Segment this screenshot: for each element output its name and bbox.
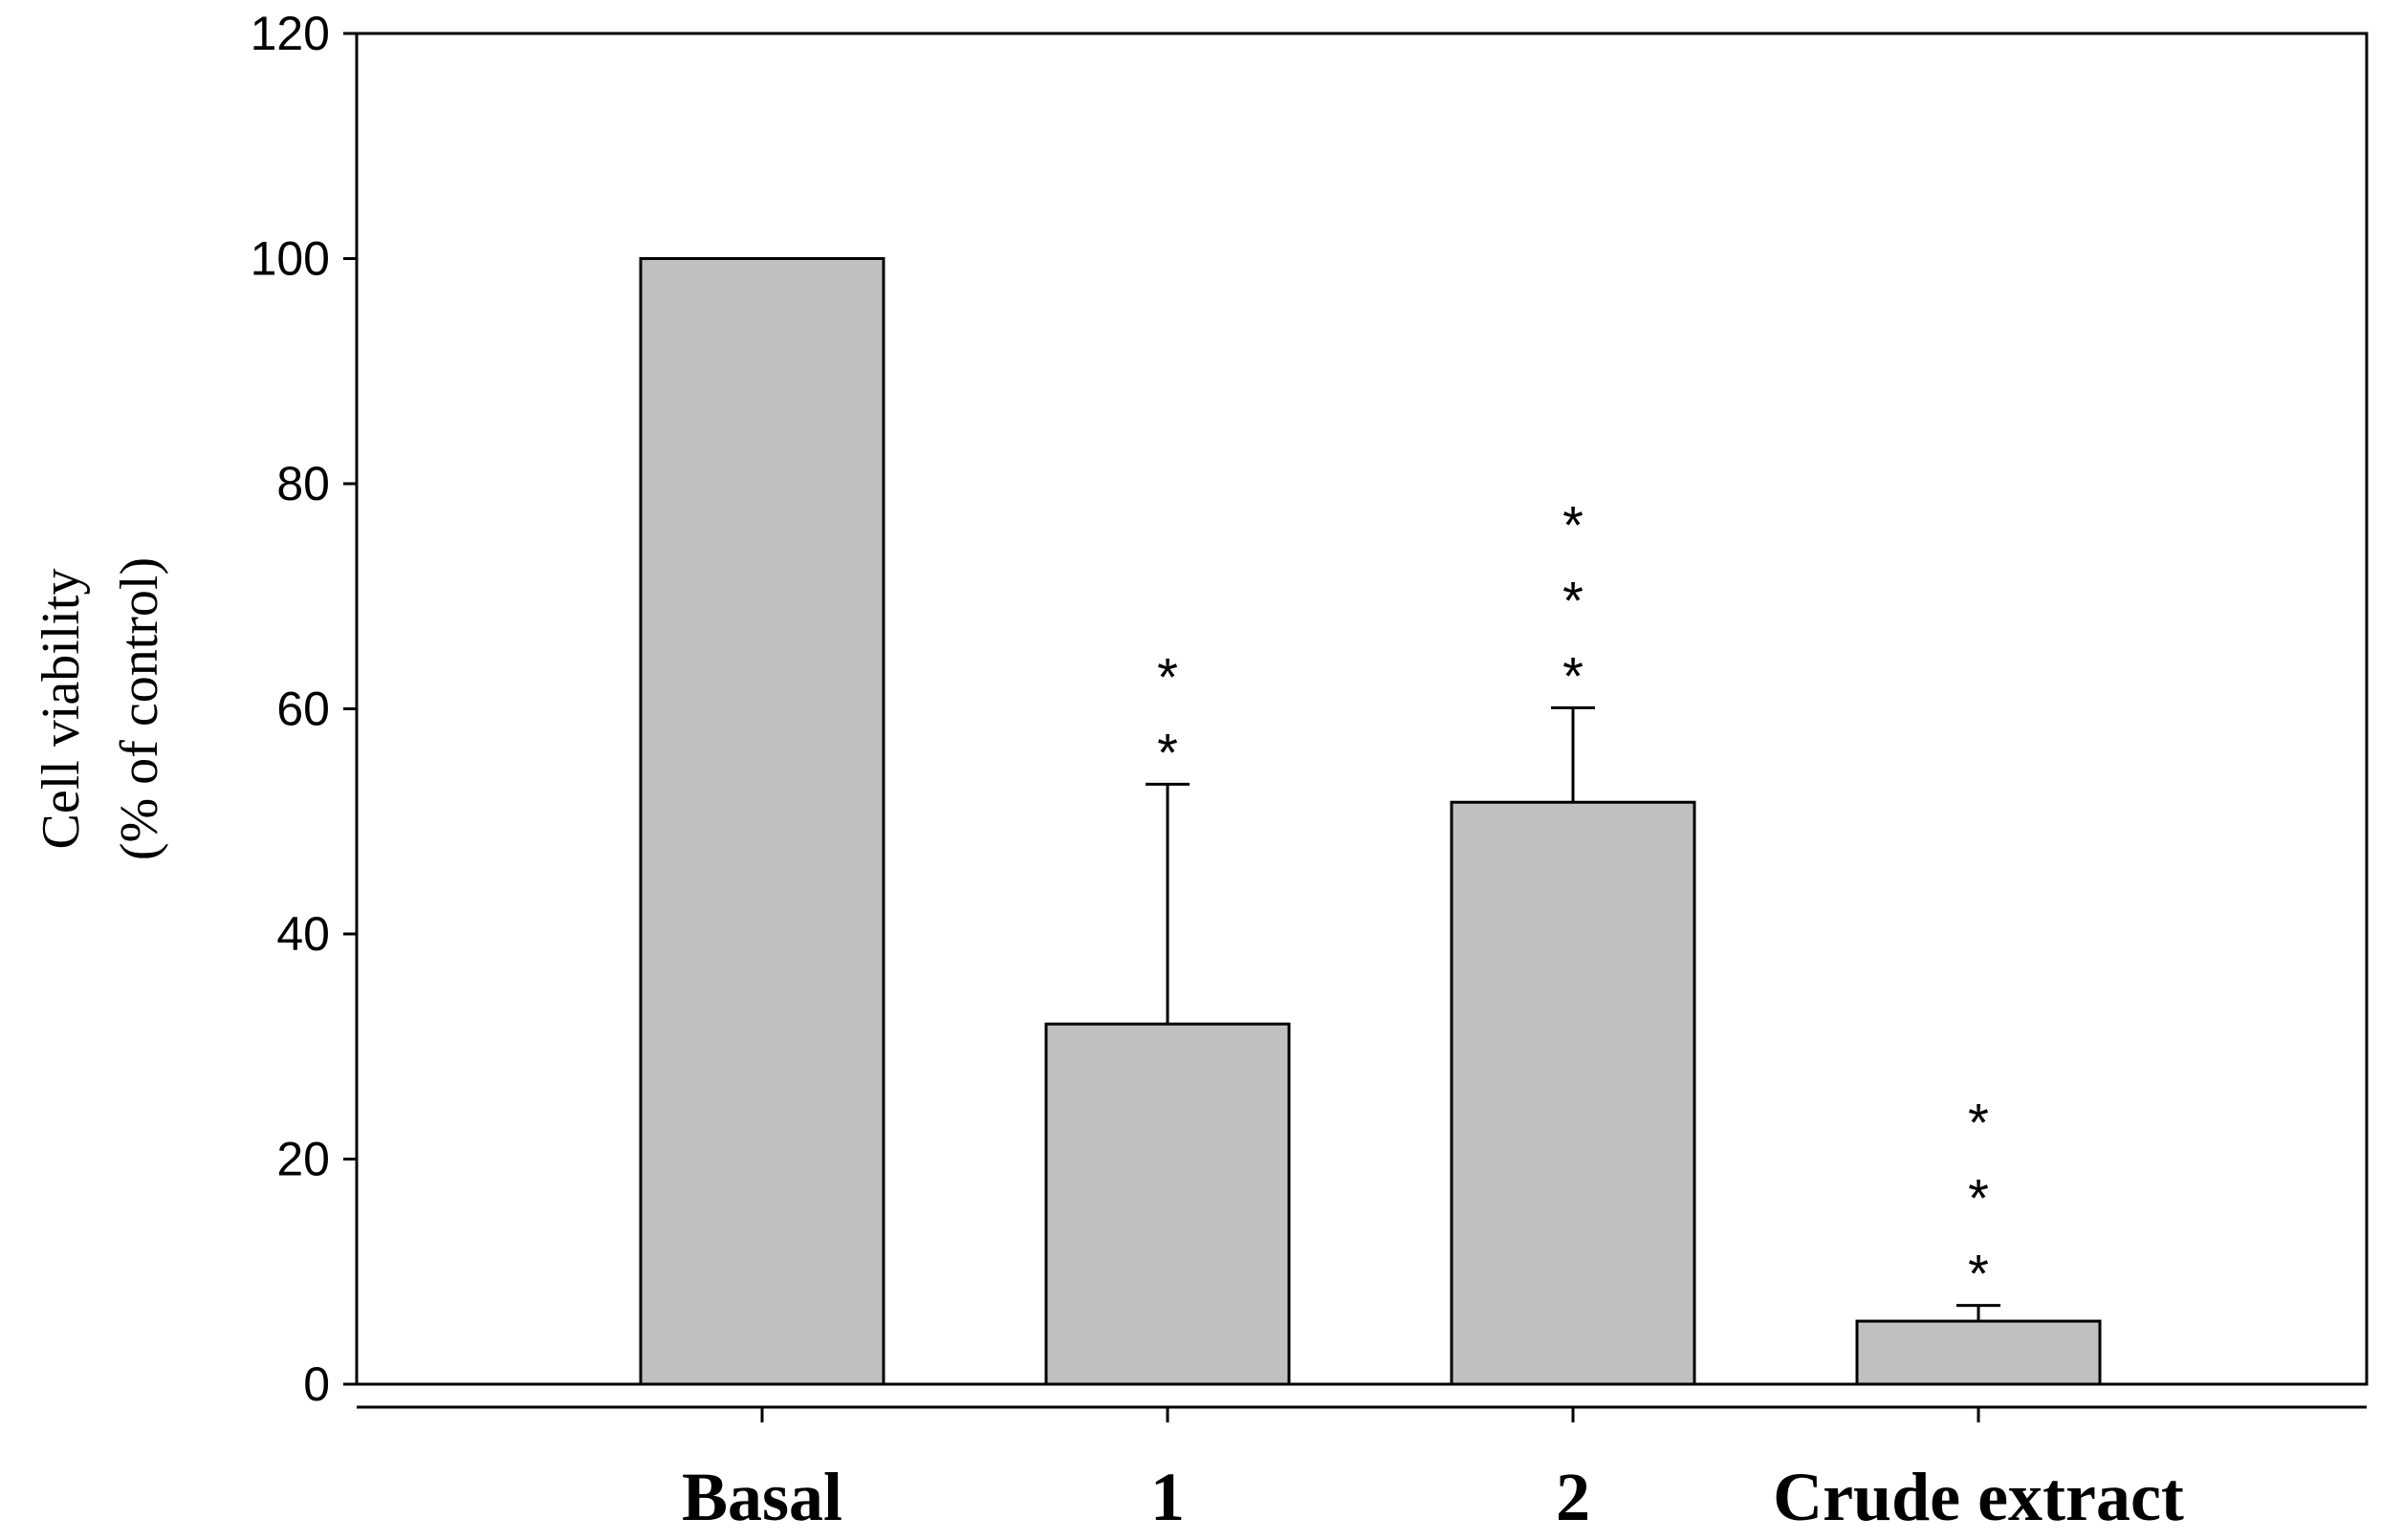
y-axis-label-line: Cell viability	[32, 569, 91, 850]
bar	[1450, 800, 1696, 1386]
x-tick-label: 1	[1150, 1459, 1185, 1535]
significance-star: *	[1157, 722, 1178, 782]
significance-star: *	[1968, 1168, 1989, 1228]
significance-star: *	[1157, 646, 1178, 706]
x-axis: Basal 1 2 Crude extract	[357, 1405, 2367, 1535]
y-tick-label: 120	[251, 7, 330, 60]
significance-star: *	[1562, 645, 1584, 705]
significance-star: *	[1562, 494, 1584, 554]
significance-star: *	[1968, 1244, 1989, 1304]
bars	[639, 257, 2102, 1386]
bar	[639, 257, 885, 1386]
y-axis: 0 20 40 60 80 100 120	[251, 7, 357, 1411]
y-tick-label: 0	[303, 1357, 330, 1411]
y-axis-label-line: (% of control)	[110, 557, 169, 860]
y-tick-label: 60	[276, 683, 330, 736]
significance-star: *	[1968, 1093, 1989, 1153]
x-tick-label: 2	[1556, 1459, 1590, 1535]
x-tick-label: Crude extract	[1773, 1459, 2184, 1535]
y-tick-label: 20	[276, 1133, 330, 1186]
significance-star: *	[1562, 570, 1584, 630]
error-bars	[1146, 705, 2000, 1322]
y-tick-label: 100	[251, 232, 330, 286]
bar	[1855, 1319, 2102, 1386]
y-tick-label: 40	[276, 907, 330, 961]
bar	[1044, 1022, 1291, 1386]
x-tick-label: Basal	[682, 1459, 842, 1535]
significance-markers: * * * * * * * *	[1157, 494, 1989, 1303]
y-tick-label: 80	[276, 457, 330, 510]
